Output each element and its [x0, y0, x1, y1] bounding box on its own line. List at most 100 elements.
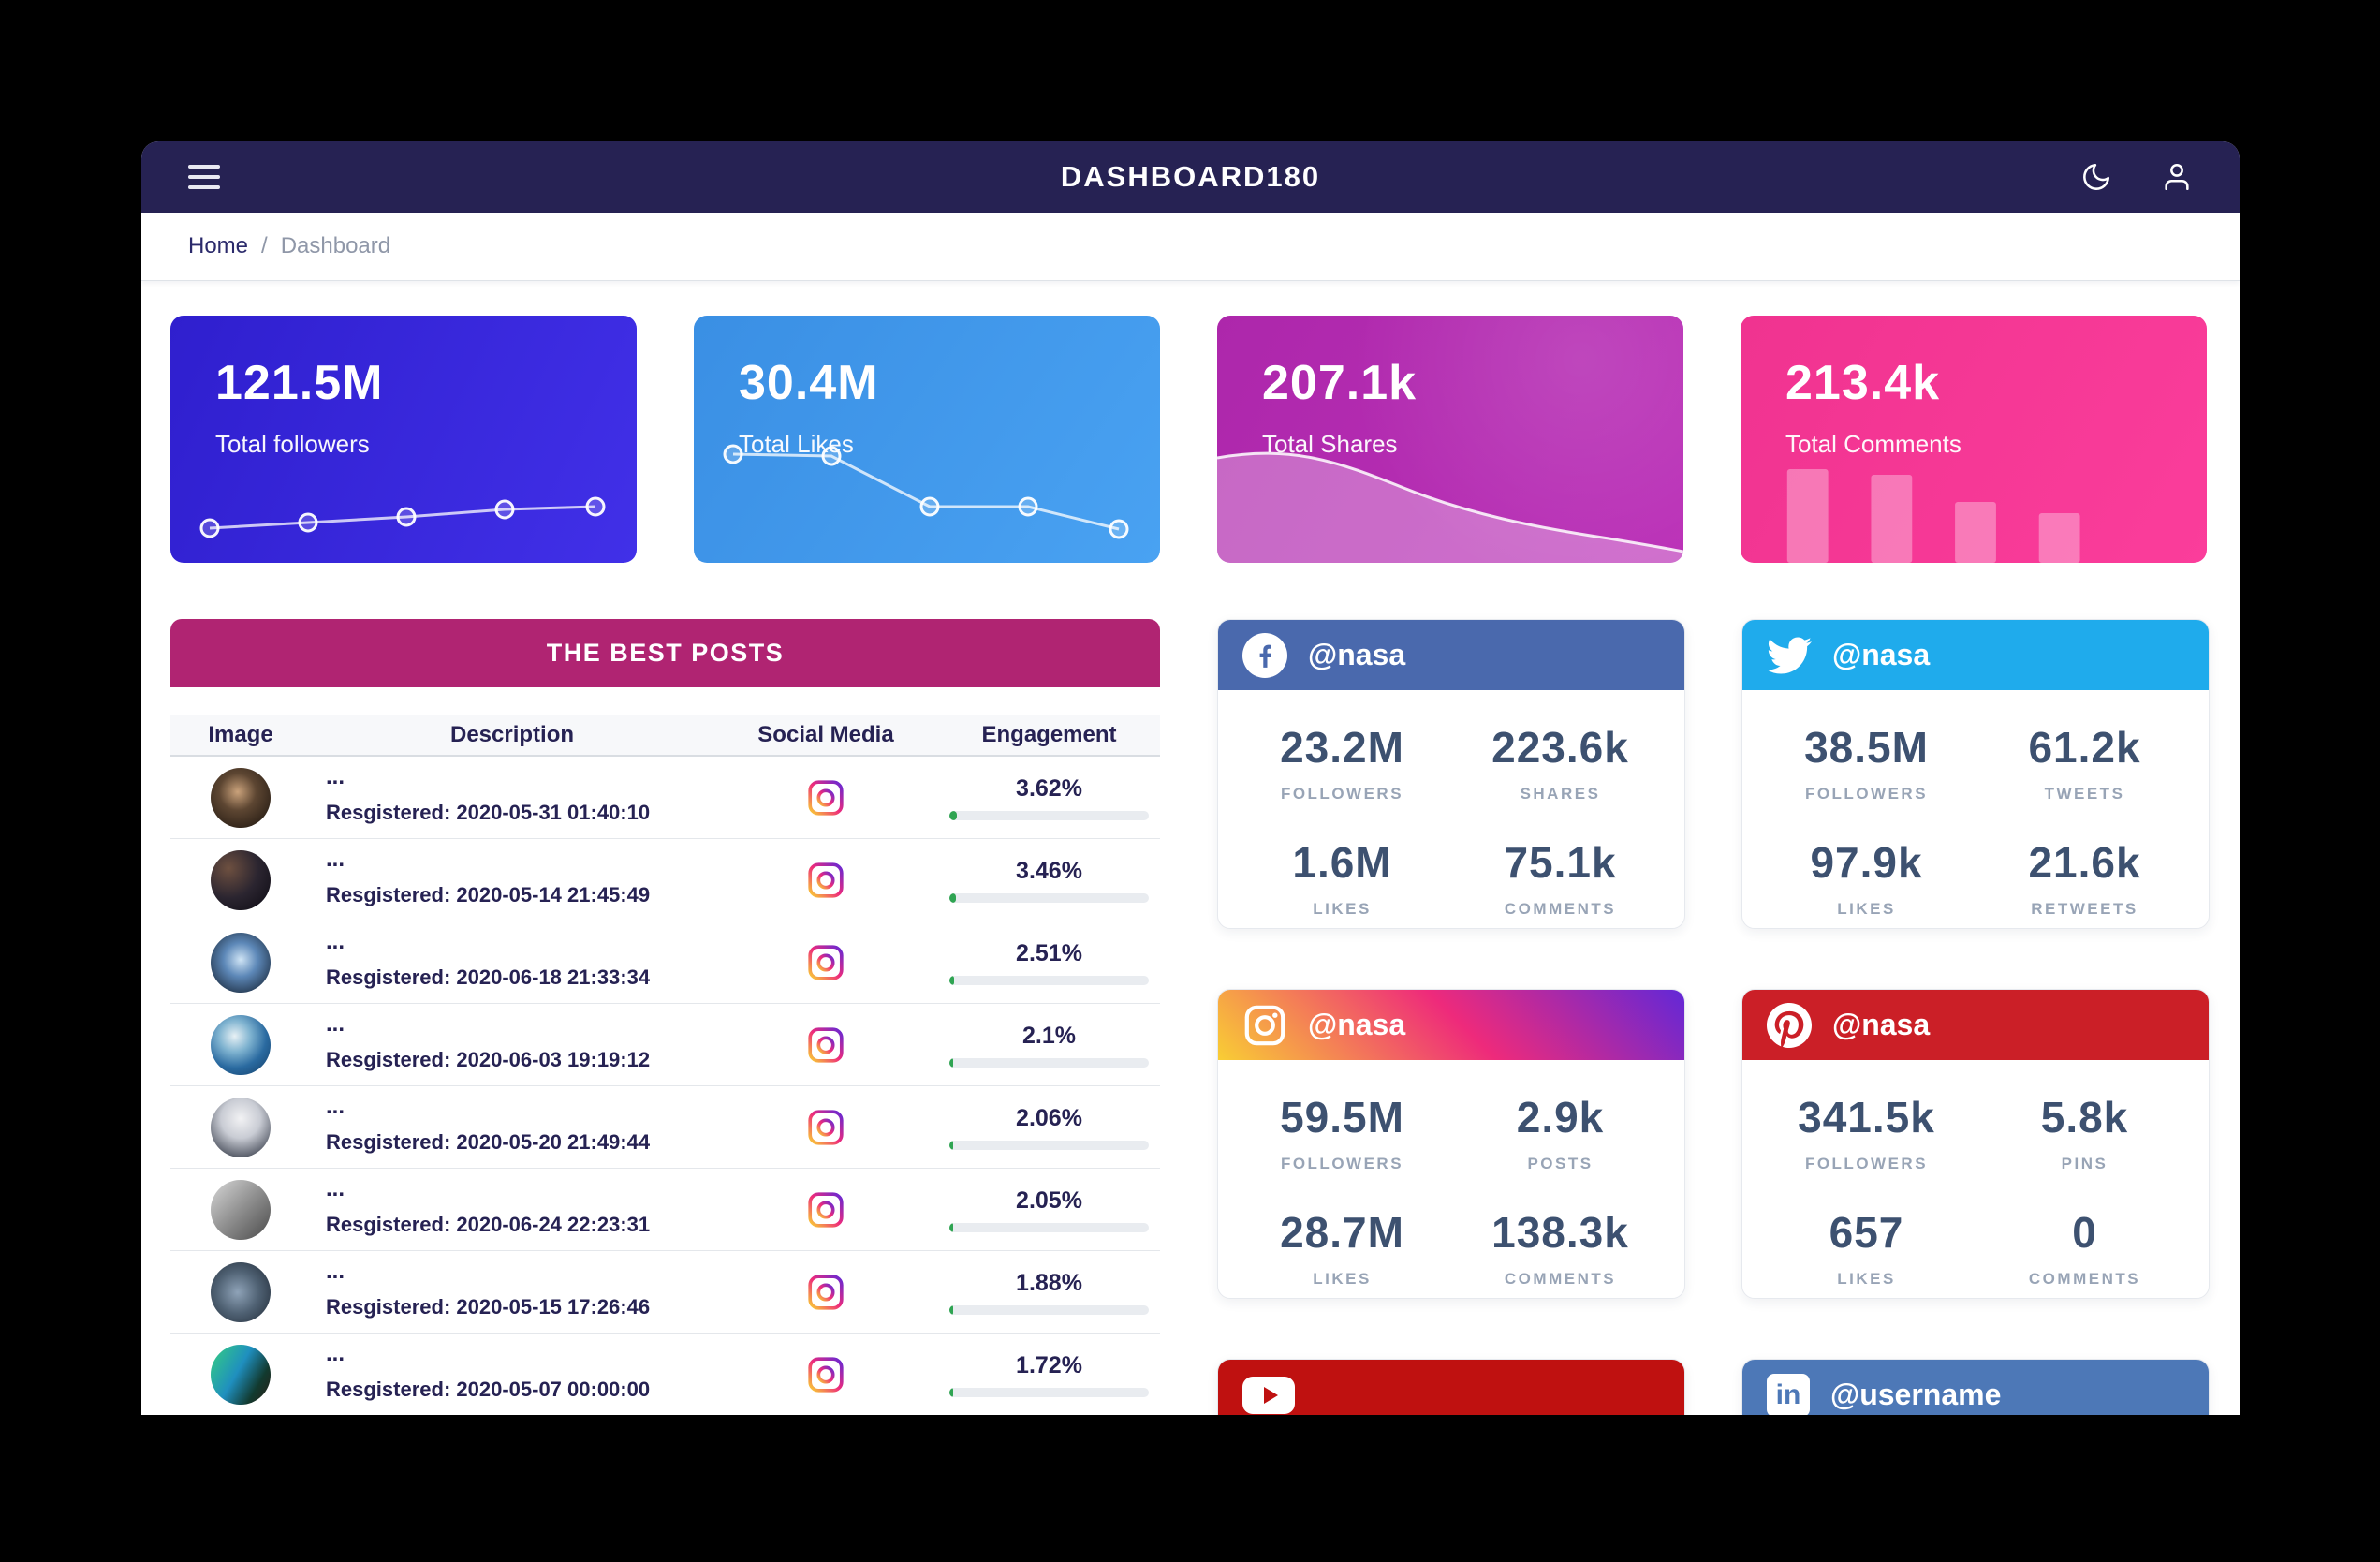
post-description: ... [326, 847, 345, 873]
column-header-engagement: Engagement [981, 722, 1117, 747]
post-description: ... [326, 1259, 345, 1285]
social-card-instagram: @nasa 59.5M FOLLOWERS 2.9k POSTS 28.7M LIKE… [1217, 989, 1685, 1299]
stat: 28.7M LIKES [1280, 1208, 1404, 1288]
kpi-label: Total followers [215, 430, 370, 458]
table-row: ... Resgistered: 2020-06-24 22:23:31 2.0… [170, 1169, 1160, 1251]
post-description: ... [326, 764, 345, 790]
table-row: ... Resgistered: 2020-05-31 01:40:10 3.6… [170, 757, 1160, 839]
best-posts-panel: THE BEST POSTS Image Description Social … [170, 619, 1160, 1415]
stat: 61.2k TWEETS [2028, 723, 2141, 803]
pinterest-icon [1767, 1002, 1812, 1048]
instagram-icon [808, 1109, 844, 1145]
engagement-progress-bar [949, 1057, 1149, 1068]
engagement-value: 1.72% [1016, 1351, 1082, 1378]
breadcrumb-current: Dashboard [280, 233, 391, 258]
best-posts-title: THE BEST POSTS [170, 619, 1160, 687]
dark-mode-moon-icon[interactable] [2080, 161, 2112, 193]
instagram-handle: @nasa [1308, 1008, 1406, 1041]
stat: 75.1k COMMENTS [1504, 838, 1617, 918]
table-row: ... Resgistered: 2020-05-15 17:26:46 1.8… [170, 1251, 1160, 1334]
table-row: ... Resgistered: 2020-06-03 19:19:12 2.1… [170, 1004, 1160, 1086]
engagement-progress-bar [949, 1140, 1149, 1150]
post-registered-date: Resgistered: 2020-05-15 17:26:46 [326, 1294, 651, 1319]
twitter-icon [1767, 633, 1812, 678]
engagement-progress-bar [949, 975, 1149, 985]
linkedin-icon: in [1767, 1373, 1810, 1415]
post-registered-date: Resgistered: 2020-05-20 21:49:44 [326, 1129, 651, 1154]
engagement-progress-bar [949, 810, 1149, 820]
post-description: ... [326, 1176, 345, 1202]
engagement-value: 2.05% [1016, 1186, 1082, 1214]
engagement-value: 2.1% [1022, 1022, 1076, 1049]
post-avatar [211, 1261, 271, 1322]
best-posts-table-body: ... Resgistered: 2020-05-31 01:40:10 3.6… [170, 757, 1160, 1415]
post-description: ... [326, 1094, 345, 1120]
followers-sparkline-chart [199, 496, 606, 538]
top-navbar: DASHBOARD180 [141, 141, 2240, 213]
post-registered-date: Resgistered: 2020-05-14 21:45:49 [326, 882, 651, 906]
post-description: ... [326, 1011, 345, 1038]
social-card-facebook: @nasa 23.2M FOLLOWERS 223.6k SHARES 1.6M LI… [1217, 619, 1685, 929]
post-avatar [211, 1014, 271, 1075]
instagram-icon [808, 944, 844, 980]
stat: 138.3k COMMENTS [1491, 1208, 1629, 1288]
post-registered-date: Resgistered: 2020-05-07 00:00:00 [326, 1377, 651, 1401]
kpi-card-total-shares: 207.1k Total Shares [1217, 316, 1683, 563]
post-avatar [211, 767, 271, 828]
stat: 97.9k LIKES [1810, 838, 1923, 918]
breadcrumb: Home / Dashboard [141, 213, 2240, 281]
stat: 1.6M LIKES [1292, 838, 1392, 918]
stat: 59.5M FOLLOWERS [1280, 1093, 1404, 1172]
social-card-linkedin: in @username [1741, 1359, 2210, 1415]
column-header-description: Description [449, 722, 575, 747]
breadcrumb-home-link[interactable]: Home [188, 233, 249, 258]
user-profile-icon[interactable] [2161, 161, 2193, 193]
instagram-icon [808, 1356, 844, 1393]
instagram-icon [808, 779, 844, 816]
kpi-card-total-followers: 121.5M Total followers [170, 316, 637, 563]
stat: 38.5M FOLLOWERS [1804, 723, 1929, 803]
engagement-value: 2.51% [1016, 939, 1082, 966]
instagram-icon [1242, 1003, 1287, 1048]
post-description: ... [326, 1341, 345, 1367]
dashboard-window: DASHBOARD180 Home / Dashboard 121.5M Tot… [141, 141, 2240, 1415]
menu-hamburger-icon[interactable] [188, 165, 220, 189]
facebook-icon [1242, 632, 1287, 678]
kpi-label: Total Likes [739, 430, 854, 458]
linkedin-handle: @username [1830, 1378, 2002, 1411]
column-header-social-media: Social Media [757, 722, 894, 747]
table-row: ... Resgistered: 2020-05-14 21:45:49 3.4… [170, 839, 1160, 921]
facebook-handle: @nasa [1308, 638, 1406, 671]
kpi-value: 207.1k [1262, 356, 1418, 410]
kpi-label: Total Comments [1785, 430, 1961, 458]
post-registered-date: Resgistered: 2020-06-18 21:33:34 [326, 965, 651, 989]
engagement-progress-bar [949, 1387, 1149, 1397]
post-registered-date: Resgistered: 2020-06-03 19:19:12 [326, 1047, 651, 1071]
post-avatar [211, 932, 271, 993]
kpi-value: 121.5M [215, 356, 384, 410]
stat: 0 COMMENTS [2028, 1208, 2141, 1288]
post-registered-date: Resgistered: 2020-06-24 22:23:31 [326, 1212, 651, 1236]
likes-sparkline-chart [723, 444, 1129, 539]
social-card-youtube [1217, 1359, 1685, 1415]
table-row: ... Resgistered: 2020-05-20 21:49:44 2.0… [170, 1086, 1160, 1169]
post-avatar [211, 849, 271, 910]
youtube-icon [1242, 1376, 1295, 1414]
engagement-value: 3.46% [1016, 857, 1082, 884]
instagram-icon [808, 1191, 844, 1228]
kpi-card-total-comments: 213.4k Total Comments [1741, 316, 2207, 563]
app-title: DASHBOARD180 [1060, 160, 1321, 193]
engagement-progress-bar [949, 892, 1149, 903]
social-card-twitter: @nasa 38.5M FOLLOWERS 61.2k TWEETS 97.9k LI… [1741, 619, 2210, 929]
engagement-value: 1.88% [1016, 1269, 1082, 1296]
twitter-handle: @nasa [1832, 638, 1931, 671]
pinterest-handle: @nasa [1832, 1008, 1931, 1041]
engagement-progress-bar [949, 1222, 1149, 1232]
post-avatar [211, 1344, 271, 1405]
kpi-cards-row: 121.5M Total followers 30.4M Total Likes… [170, 316, 2211, 563]
social-card-pinterest: @nasa 341.5k FOLLOWERS 5.8k PINS 657 LIKES … [1741, 989, 2210, 1299]
comments-bar-chart [1786, 469, 2080, 563]
post-description: ... [326, 929, 345, 955]
post-avatar [211, 1097, 271, 1157]
engagement-progress-bar [949, 1304, 1149, 1315]
